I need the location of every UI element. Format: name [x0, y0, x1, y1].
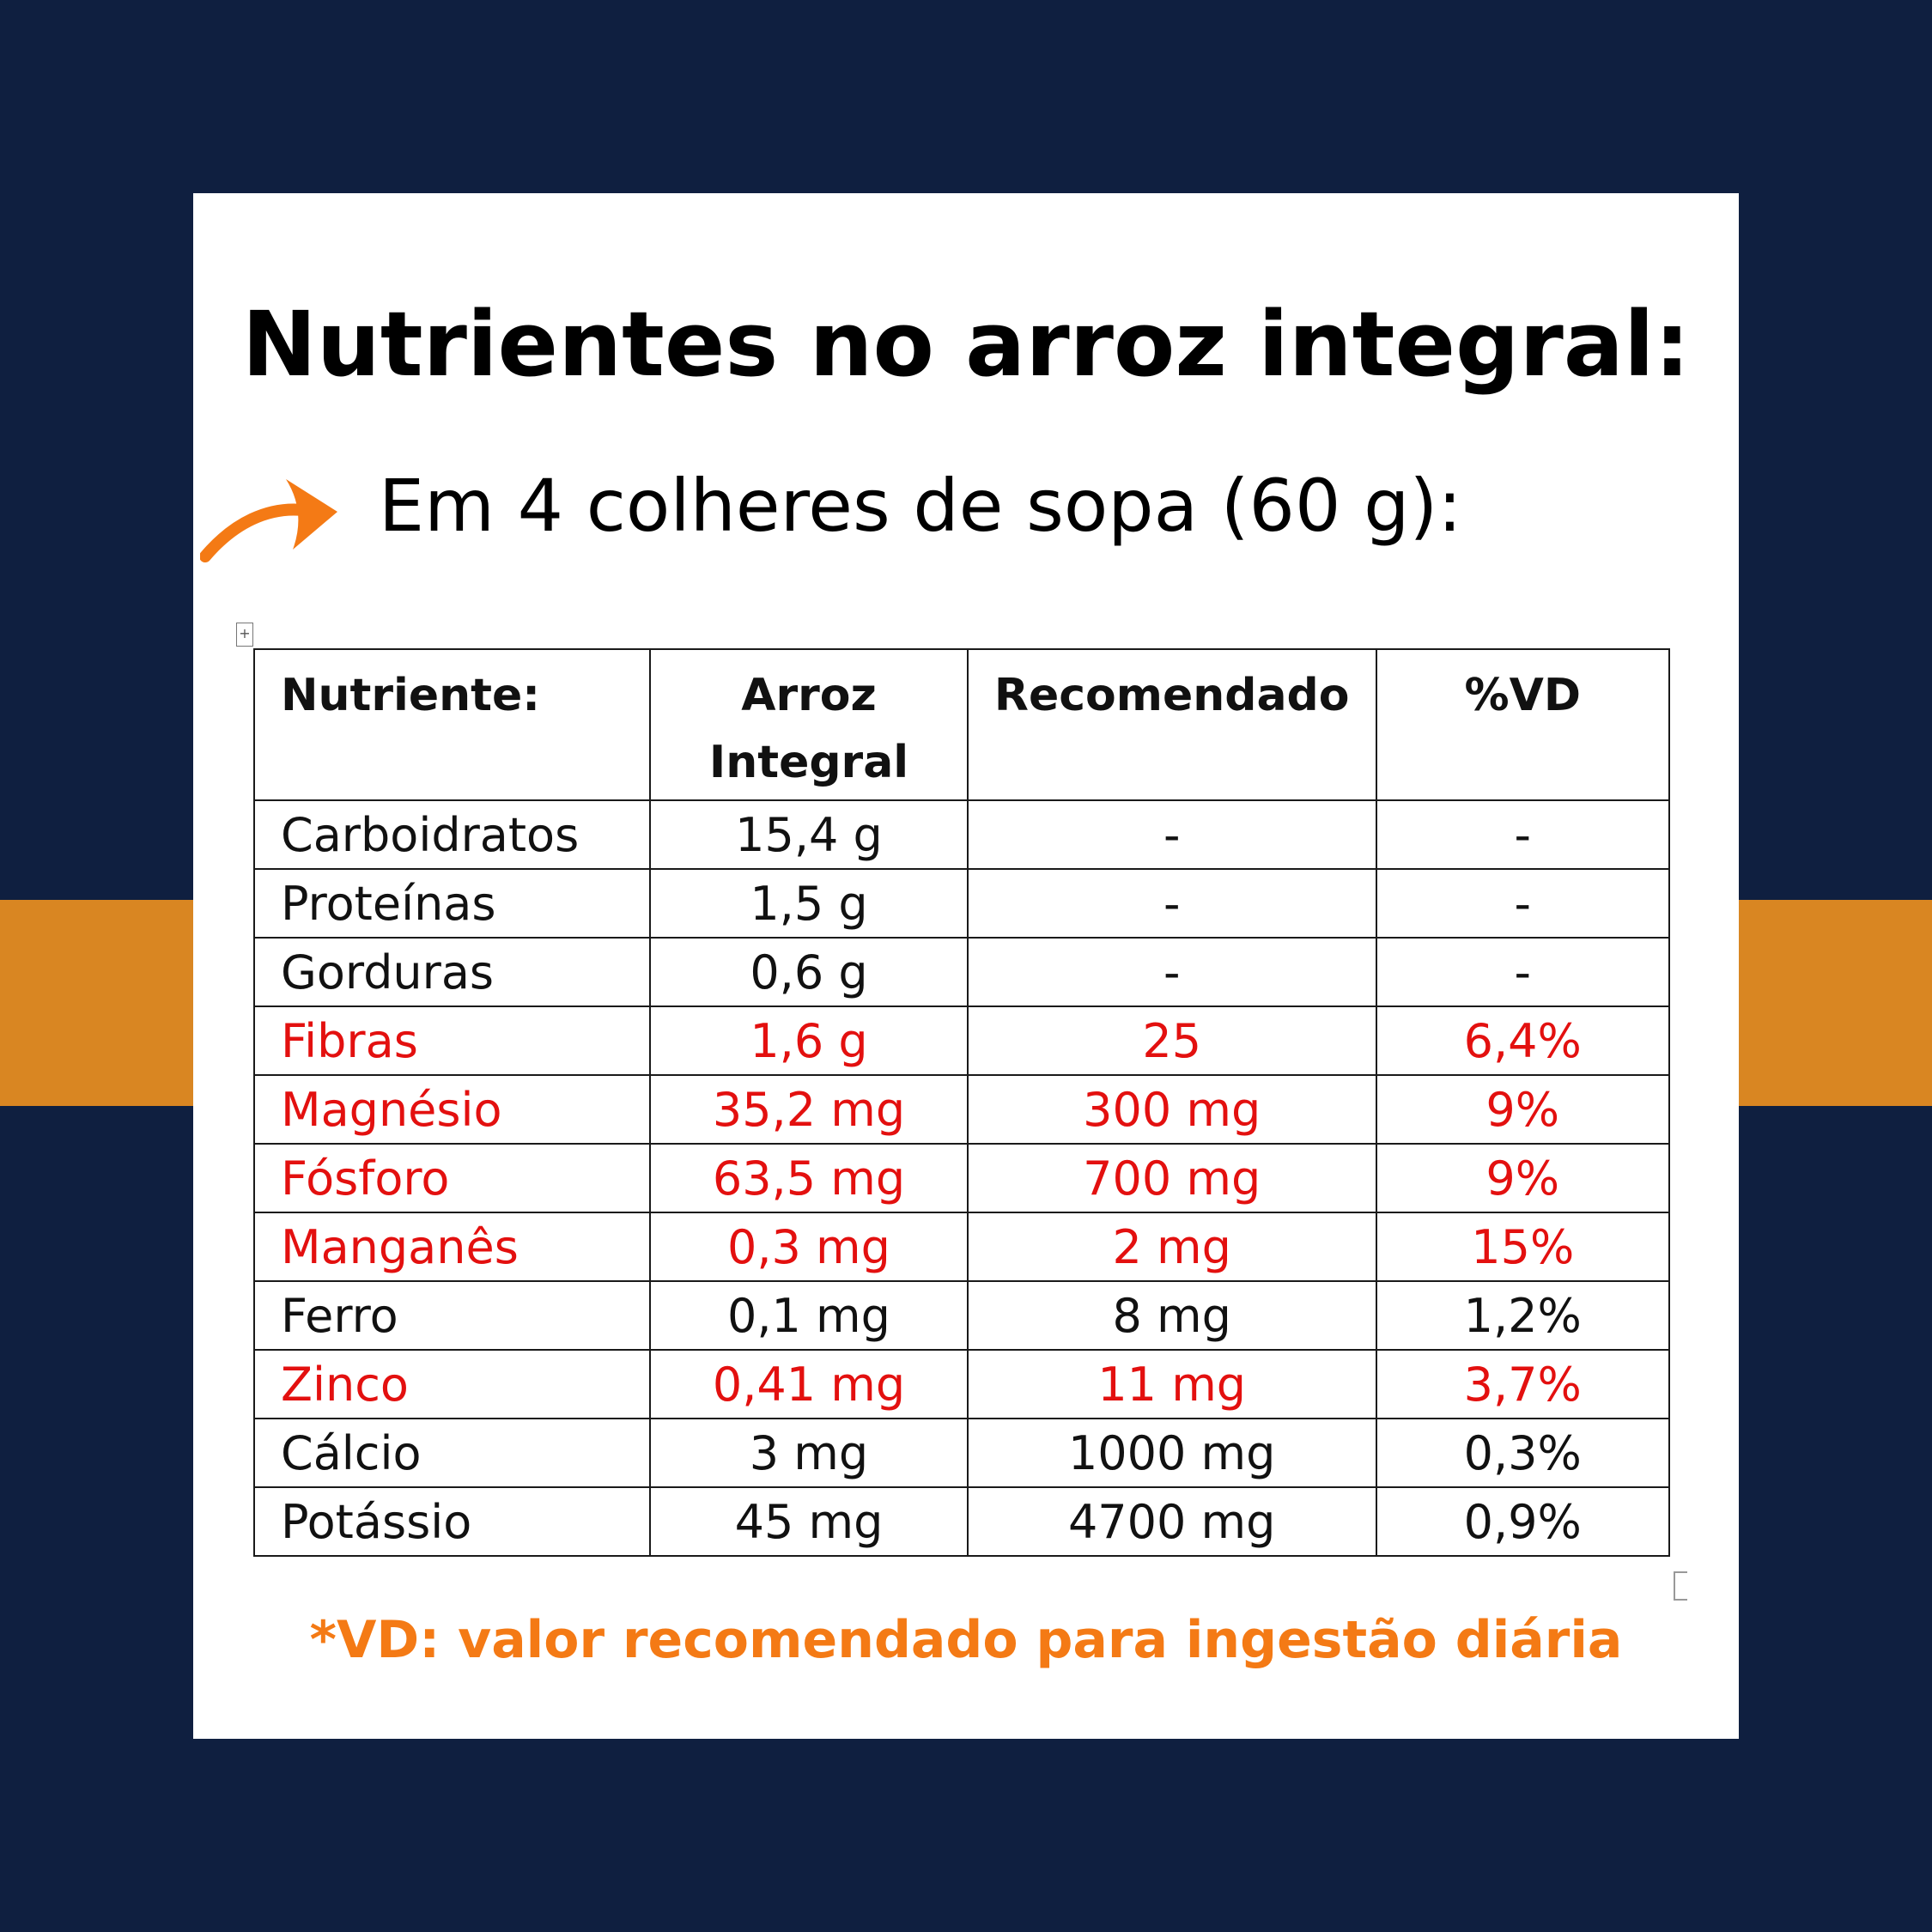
cell-daily-value: 3,7% [1375, 1349, 1670, 1419]
cell-recommended: 11 mg [966, 1349, 1377, 1419]
curved-arrow-right-icon [200, 479, 337, 562]
cell-nutrient: Fibras [252, 1005, 652, 1076]
cell-daily-value: - [1375, 868, 1670, 939]
cell-brown-rice: 63,5 mg [649, 1143, 969, 1213]
cell-daily-value: 6,4% [1375, 1005, 1670, 1076]
cell-daily-value: 0,3% [1375, 1418, 1670, 1488]
cell-daily-value: 15% [1375, 1212, 1670, 1282]
table-row: Proteínas 1,5 g-- [252, 868, 1670, 939]
header-brown-rice: Arroz Integral [649, 648, 969, 801]
table-row: Zinco 0,41 mg 11 mg 3,7% [252, 1349, 1670, 1419]
cell-daily-value: - [1375, 799, 1670, 870]
cell-recommended: 700 mg [966, 1143, 1377, 1213]
table-row: Carboidratos 15,4 g-- [252, 799, 1670, 870]
header-daily-value: %VD [1375, 648, 1670, 801]
cell-nutrient: Fósforo [252, 1143, 652, 1213]
table-row: Manganês 0,3 mg 2 mg 15% [252, 1212, 1670, 1282]
cell-recommended: - [966, 868, 1377, 939]
cell-brown-rice: 1,5 g [649, 868, 969, 939]
cell-nutrient: Potássio [252, 1486, 652, 1557]
cell-recommended: 1000 mg [966, 1418, 1377, 1488]
table-row: Potássio 45 mg 4700 mg 0,9% [252, 1486, 1670, 1557]
table-row: Cálcio 3 mg 1000 mg 0,3% [252, 1418, 1670, 1488]
cell-recommended: 4700 mg [966, 1486, 1377, 1557]
cell-recommended: 300 mg [966, 1074, 1377, 1145]
cell-brown-rice: 0,6 g [649, 937, 969, 1007]
cell-nutrient: Cálcio [252, 1418, 652, 1488]
cell-nutrient: Carboidratos [252, 799, 652, 870]
cell-nutrient: Magnésio [252, 1074, 652, 1145]
table-row: Ferro 0,1 mg 8 mg 1,2% [252, 1280, 1670, 1351]
cell-brown-rice: 0,1 mg [649, 1280, 969, 1351]
cell-brown-rice: 1,6 g [649, 1005, 969, 1076]
table-row: Magnésio 35,2 mg 300 mg 9% [252, 1074, 1670, 1145]
cell-brown-rice: 0,41 mg [649, 1349, 969, 1419]
cell-nutrient: Proteínas [252, 868, 652, 939]
cell-recommended: 25 [966, 1005, 1377, 1076]
table-move-handle[interactable]: + [236, 623, 253, 647]
cell-recommended: - [966, 937, 1377, 1007]
table-row: Fibras 1,6 g 25 6,4% [252, 1005, 1670, 1076]
table-body: Carboidratos 15,4 g - - Proteínas 1,5 g - - Gord… [252, 799, 1670, 1557]
serving-size-text: Em 4 colheres de sopa (60 g): [379, 464, 1462, 548]
cell-brown-rice: 0,3 mg [649, 1212, 969, 1282]
cell-recommended: 2 mg [966, 1212, 1377, 1282]
nutrient-table: Nutriente: Arroz Integral Recomendado %V… [252, 648, 1670, 1557]
cell-daily-value: 9% [1375, 1074, 1670, 1145]
page-title: Nutrientes no arroz integral: [241, 292, 1691, 397]
header-nutrient: Nutriente: [252, 648, 652, 801]
cell-nutrient: Gorduras [252, 937, 652, 1007]
header-recommended: Recomendado [966, 648, 1377, 801]
cell-nutrient: Manganês [252, 1212, 652, 1282]
cell-recommended: 8 mg [966, 1280, 1377, 1351]
cell-brown-rice: 45 mg [649, 1486, 969, 1557]
cell-daily-value: 1,2% [1375, 1280, 1670, 1351]
table-row: Fósforo 63,5 mg 700 mg 9% [252, 1143, 1670, 1213]
cell-brown-rice: 15,4 g [649, 799, 969, 870]
cell-brown-rice: 35,2 mg [649, 1074, 969, 1145]
cell-nutrient: Ferro [252, 1280, 652, 1351]
cell-recommended: - [966, 799, 1377, 870]
footnote: *VD: valor recomendado para ingestão diá… [309, 1610, 1623, 1670]
cell-daily-value: 0,9% [1375, 1486, 1670, 1557]
table-header-row: Nutriente: Arroz Integral Recomendado %V… [252, 648, 1670, 801]
cell-brown-rice: 3 mg [649, 1418, 969, 1488]
table-resize-handle[interactable] [1674, 1571, 1687, 1601]
cell-daily-value: 9% [1375, 1143, 1670, 1213]
cell-daily-value: - [1375, 937, 1670, 1007]
table-row: Gorduras 0,6 g-- [252, 937, 1670, 1007]
content-card: Nutrientes no arroz integral: Em 4 colhe… [193, 193, 1739, 1739]
cell-nutrient: Zinco [252, 1349, 652, 1419]
